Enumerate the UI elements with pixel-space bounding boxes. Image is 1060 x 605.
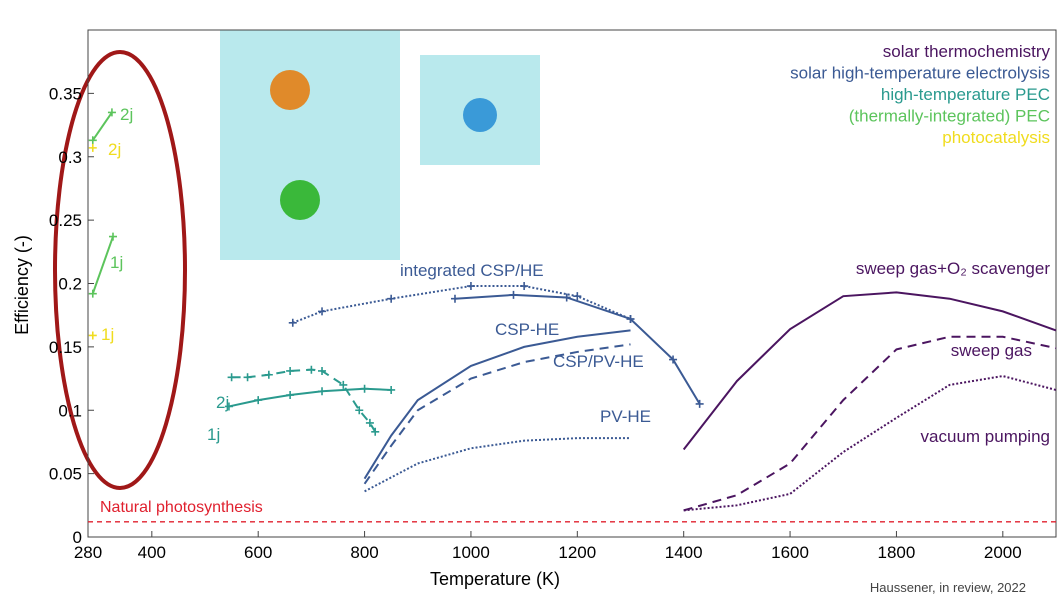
series-line [93,112,112,140]
series-line [684,337,1056,511]
x-tick-label: 800 [350,543,378,562]
y-tick-label: 0.2 [58,275,82,294]
point-marker [289,319,297,327]
x-axis-label: Temperature (K) [430,569,560,589]
point-marker [361,385,369,393]
point-marker [451,295,459,303]
series-line [293,286,631,323]
illustration [220,30,540,260]
legend-entry: solar thermochemistry [883,42,1051,61]
reference-label: Natural photosynthesis [100,499,263,516]
x-tick-label: 600 [244,543,272,562]
series-line [365,438,631,491]
y-tick-label: 0.05 [49,465,82,484]
x-tick-label: 1000 [452,543,490,562]
series-label: 2j [108,140,121,159]
x-tick-label: 2000 [984,543,1022,562]
series-label: 1j [110,253,123,272]
x-tick-label: 280 [74,543,102,562]
x-tick-label: 1400 [665,543,703,562]
point-marker [520,282,528,290]
x-tick-label: 1600 [771,543,809,562]
legend-entry: (thermally-integrated) PEC [849,107,1050,126]
series-label: sweep gas+O₂ scavenger [856,259,1051,278]
series-label: PV-HE [600,407,651,426]
legend-entry: photocatalysis [942,128,1050,147]
chart: Temperature (K) Efficiency (-) Haussener… [0,0,1060,600]
point-marker [286,391,294,399]
point-marker [318,307,326,315]
point-marker [89,331,97,339]
series-label: vacuum pumping [921,427,1050,446]
y-tick-label: 0.35 [49,84,82,103]
point-marker [387,386,395,394]
series-label: 1j [101,325,114,344]
point-marker [89,290,97,298]
y-axis-label: Efficiency (-) [12,235,32,335]
y-tick-label: 0.3 [58,148,82,167]
y-tick-label: 0.25 [49,211,82,230]
y-tick-label: 0.1 [58,401,82,420]
point-marker [228,373,236,381]
series-label: integrated CSP/HE [400,261,544,280]
x-tick-label: 1800 [878,543,916,562]
series-label: CSP/PV-HE [553,352,644,371]
point-marker [467,282,475,290]
legend-entry: solar high-temperature electrolysis [790,64,1050,83]
source-note: Haussener, in review, 2022 [870,580,1026,595]
series-label: CSP-HE [495,320,559,339]
series-line [455,295,700,404]
x-tick-label: 400 [138,543,166,562]
y-tick-label: 0.15 [49,338,82,357]
series-line [684,292,1056,449]
point-marker [307,366,315,374]
legend-entry: high-temperature PEC [881,85,1050,104]
point-marker [254,396,262,404]
point-marker [387,295,395,303]
point-marker [265,371,273,379]
point-marker [286,367,294,375]
point-marker [318,387,326,395]
series-label: sweep gas [951,341,1032,360]
series-label: 2j [216,393,229,412]
point-marker [109,233,117,241]
point-marker [573,292,581,300]
point-marker [509,291,517,299]
point-marker [89,144,97,152]
series-label: 2j [120,105,133,124]
series-line [229,389,391,407]
x-tick-label: 1200 [558,543,596,562]
series-label: 1j [207,425,220,444]
point-marker [244,373,252,381]
